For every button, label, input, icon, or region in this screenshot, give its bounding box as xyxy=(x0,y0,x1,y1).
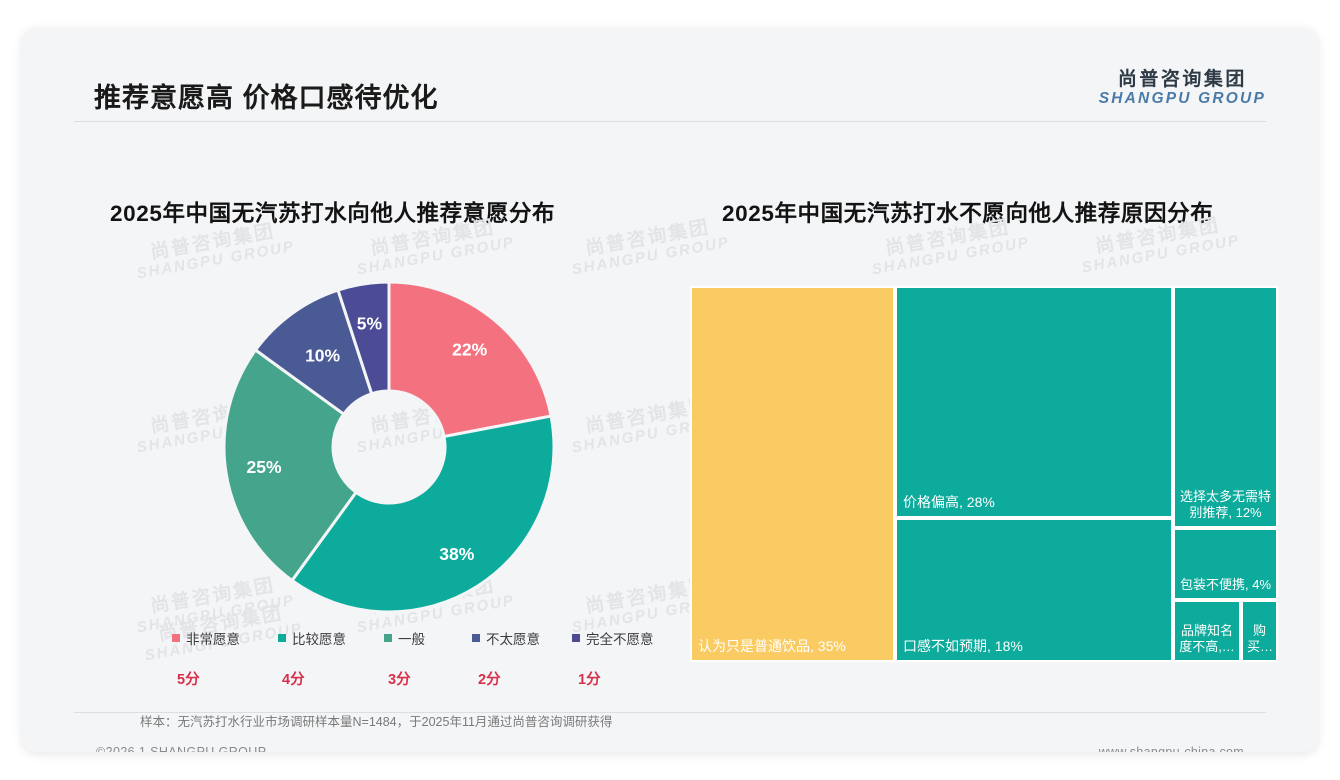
watermark-english-text: SHANGPU GROUP xyxy=(355,234,517,279)
legend-item-不太愿意[interactable]: 不太愿意 xyxy=(472,628,540,648)
footer-divider xyxy=(74,712,1266,713)
treemap-cell-包装不便携[interactable]: 包装不便携, 4% xyxy=(1173,528,1278,600)
sample-footnote: 样本：无汽苏打水行业市场调研样本量N=1484，于2025年11月通过尚普咨询调… xyxy=(140,715,613,729)
score-label-1分: 1分 xyxy=(578,672,601,688)
logo-english-text: SHANGPU GROUP xyxy=(1098,90,1266,108)
legend-swatch-icon xyxy=(278,634,286,642)
recommendation-willingness-donut-chart: 22% 38% 25% 10% 5% xyxy=(222,280,556,614)
legend-label: 一般 xyxy=(398,632,425,647)
watermark-chinese-text: 尚普咨询集团 xyxy=(583,217,712,260)
donut-svg: 22% 38% 25% 10% 5% xyxy=(222,280,556,614)
score-label-2分: 2分 xyxy=(478,672,501,688)
treemap-cell-口感不如预期[interactable]: 口感不如预期, 18% xyxy=(895,518,1173,662)
legend-item-比较愿意[interactable]: 比较愿意 xyxy=(278,628,346,648)
refusal-reason-treemap-chart: 认为只是普通饮品, 35% 价格偏高, 28% 口感不如预期, 18% 选择太多无需特… xyxy=(690,286,1278,662)
legend-label: 不太愿意 xyxy=(486,632,540,647)
watermark-english-text: SHANGPU GROUP xyxy=(870,234,1032,279)
brand-logo: 尚普咨询集团 SHANGPU GROUP xyxy=(1098,69,1266,108)
donut-slice-label: 22% xyxy=(452,340,487,360)
treemap-cell-品牌知名度不高[interactable]: 品牌知名度不高,… xyxy=(1173,600,1241,662)
watermark-english-text: SHANGPU GROUP xyxy=(570,234,732,279)
donut-legend: 非常愿意 比较愿意 一般 不太愿意 完全不愿意 xyxy=(172,628,654,648)
treemap-cell-价格偏高[interactable]: 价格偏高, 28% xyxy=(895,286,1173,518)
footer-website[interactable]: www.shangpu-china.com xyxy=(1098,745,1244,752)
donut-slice-label: 5% xyxy=(357,314,383,334)
legend-swatch-icon xyxy=(472,634,480,642)
legend-label: 完全不愿意 xyxy=(586,632,654,647)
treemap-cell-label: 品牌知名度不高,… xyxy=(1179,623,1235,655)
treemap-cell-认为只是普通饮品[interactable]: 认为只是普通饮品, 35% xyxy=(690,286,895,662)
footer-copyright: ©2026.1 SHANGPU GROUP xyxy=(96,745,267,752)
treemap-cell-label: 选择太多无需特别推荐, 12% xyxy=(1179,489,1271,521)
legend-swatch-icon xyxy=(572,634,580,642)
legend-item-一般[interactable]: 一般 xyxy=(384,628,425,648)
treemap-cell-label: 价格偏高, 28% xyxy=(903,493,995,510)
donut-slice-完全不愿意[interactable] xyxy=(336,280,391,396)
header-divider xyxy=(74,121,1266,122)
score-label-4分: 4分 xyxy=(282,672,305,688)
legend-label: 非常愿意 xyxy=(186,632,240,647)
legend-label: 比较愿意 xyxy=(292,632,346,647)
treemap-cell-label: 购买… xyxy=(1247,623,1274,655)
watermark-english-text: SHANGPU GROUP xyxy=(135,238,297,283)
right-chart-title: 2025年中国无汽苏打水不愿向他人推荐原因分布 xyxy=(722,201,1214,226)
treemap-cell-label: 口感不如预期, 18% xyxy=(903,637,1023,654)
legend-swatch-icon xyxy=(384,634,392,642)
left-chart-title: 2025年中国无汽苏打水向他人推荐意愿分布 xyxy=(110,201,556,226)
watermark-english-text: SHANGPU GROUP xyxy=(1080,232,1242,277)
donut-slice-一般[interactable] xyxy=(222,347,359,583)
donut-slice-label: 25% xyxy=(247,457,282,477)
donut-slice-非常愿意[interactable] xyxy=(387,280,553,439)
score-label-3分: 3分 xyxy=(388,672,411,688)
treemap-cell-label: 认为只是普通饮品, 35% xyxy=(698,637,846,654)
legend-swatch-icon xyxy=(172,634,180,642)
donut-slice-label: 10% xyxy=(305,346,340,366)
donut-slice-比较愿意[interactable] xyxy=(289,414,556,614)
treemap-cell-购买不便利[interactable]: 购买… xyxy=(1241,600,1278,662)
treemap-cell-选择太多无需特别推荐[interactable]: 选择太多无需特别推荐, 12% xyxy=(1173,286,1278,528)
donut-slice-label: 38% xyxy=(439,544,474,564)
score-label-5分: 5分 xyxy=(177,672,200,688)
legend-item-完全不愿意[interactable]: 完全不愿意 xyxy=(572,628,654,648)
donut-score-row: 5分 4分 3分 2分 1分 xyxy=(172,668,652,690)
treemap-cell-label: 包装不便携, 4% xyxy=(1179,577,1271,593)
header: 推荐意愿高 价格口感待优化 尚普咨询集团 SHANGPU GROUP xyxy=(22,28,1318,122)
slide-card: 推荐意愿高 价格口感待优化 尚普咨询集团 SHANGPU GROUP 2025年… xyxy=(22,28,1318,752)
page-title: 推荐意愿高 价格口感待优化 xyxy=(94,83,439,113)
logo-chinese-text: 尚普咨询集团 xyxy=(1117,69,1247,90)
legend-item-非常愿意[interactable]: 非常愿意 xyxy=(172,628,240,648)
